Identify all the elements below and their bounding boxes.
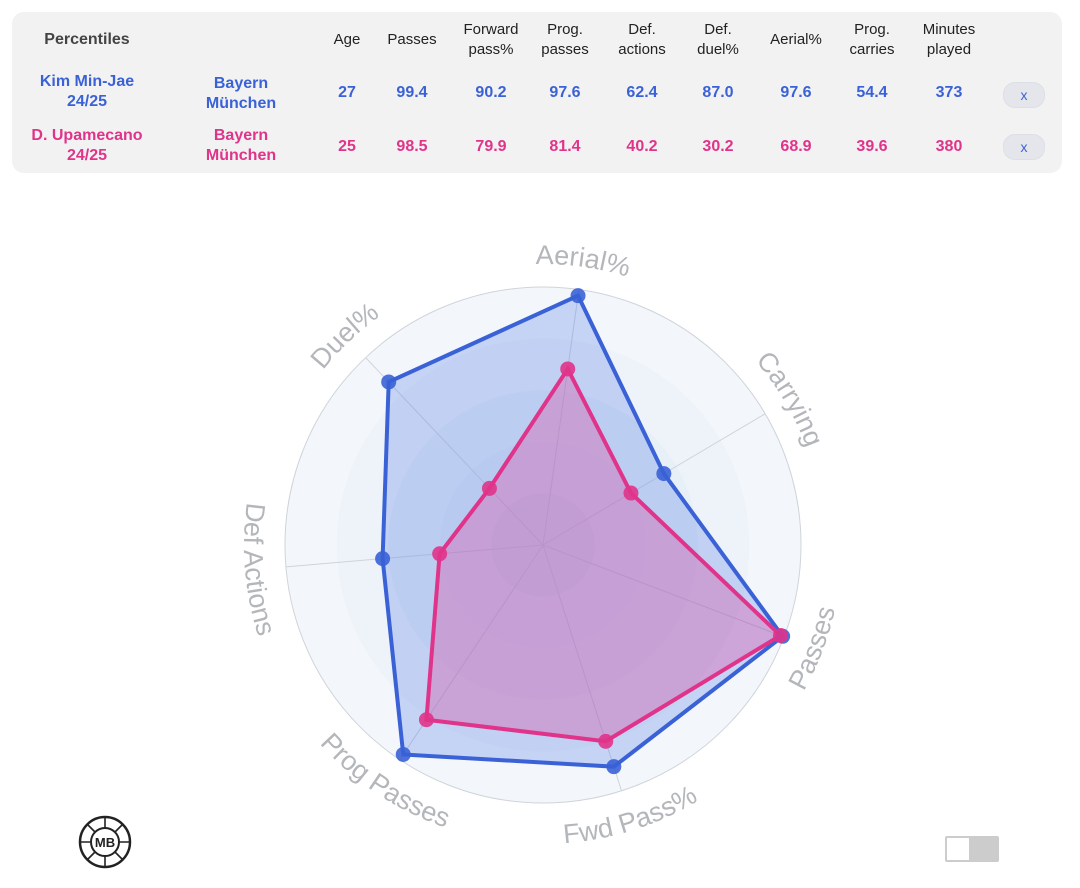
header-line: Minutes (922, 21, 976, 38)
series-area-2 (424, 364, 784, 744)
table-title: Percentiles (44, 31, 130, 48)
header-carries: Prog. carries (849, 20, 894, 60)
header-line: duel% (697, 41, 739, 58)
player-team-line: Bayern (213, 75, 269, 92)
series-2-point (560, 361, 576, 377)
remove-player-button[interactable]: x (1003, 82, 1045, 108)
series-2-point (418, 712, 434, 728)
player-team: Bayern München (206, 74, 276, 114)
series-2-point (772, 627, 788, 643)
player-team-line: München (205, 95, 277, 112)
header-line: Prog. (854, 21, 890, 38)
toggle-knob[interactable] (947, 838, 969, 860)
stat-cell: 68.9 (780, 138, 812, 155)
axis-label-text: Aerial% (536, 240, 634, 283)
header-line: Prog. (547, 21, 583, 38)
header-line: Aerial% (770, 31, 822, 48)
stat-cell: 97.6 (549, 84, 581, 101)
remove-player-button[interactable]: x (1003, 134, 1045, 160)
player-name: Kim Min-Jae 24/25 (40, 72, 134, 112)
header-prog: Prog. passes (541, 20, 589, 60)
percentile-table: Percentiles Age Passes Forward pass% Prog. pa… (12, 12, 1062, 173)
series-1-point (570, 288, 586, 304)
header-defduel: Def. duel% (697, 20, 739, 60)
stat-cell: 90.2 (475, 84, 507, 101)
stat-cell: 25 (338, 138, 356, 155)
theme-toggle[interactable] (945, 836, 999, 862)
stat-cell: 62.4 (626, 84, 658, 101)
series-area-1 (380, 293, 786, 769)
radar-spoke (285, 544, 544, 568)
stat-cell: 98.5 (396, 138, 428, 155)
series-2-point (598, 733, 614, 749)
player-team-line: Bayern (213, 127, 269, 144)
stat-cell: 380 (935, 138, 963, 155)
stat-cell: 30.2 (702, 138, 734, 155)
player-name-line: 24/25 (66, 93, 108, 110)
series-2-point (623, 485, 639, 501)
series-1-point (395, 746, 411, 762)
header-line: Def. (628, 21, 656, 38)
logo-text: MB (95, 835, 115, 850)
header-line: played (926, 41, 972, 58)
logo-icon: MB (78, 815, 132, 869)
header-line: Forward (463, 21, 519, 38)
radar-spoke (542, 544, 622, 791)
stat-cell: 79.9 (475, 138, 507, 155)
header-minutes: Minutes played (923, 20, 976, 60)
header-fwd: Forward pass% (463, 20, 518, 60)
header-age: Age (334, 30, 361, 50)
axis-label: Def Actions (238, 501, 282, 638)
stat-cell: 373 (935, 84, 963, 101)
player-name-line: 24/25 (66, 147, 108, 164)
header-line: carries (849, 41, 895, 58)
stat-cell: 97.6 (780, 84, 812, 101)
stat-cell: 81.4 (549, 138, 581, 155)
stat-cell: 54.4 (856, 84, 888, 101)
stat-cell: 99.4 (396, 84, 428, 101)
header-passes: Passes (387, 30, 436, 50)
series-1-point (381, 374, 397, 390)
header-line: actions (618, 41, 666, 58)
header-line: Def. (704, 21, 732, 38)
axis-label-text: Def Actions (238, 501, 282, 638)
radar-spoke (542, 289, 580, 546)
stat-cell: 40.2 (626, 138, 658, 155)
stat-cell: 87.0 (702, 84, 734, 101)
stat-cell: 27 (338, 84, 356, 101)
player-name-line: D. Upamecano (31, 127, 143, 144)
header-defact: Def. actions (618, 20, 666, 60)
series-1-point (656, 466, 672, 482)
series-2-point (432, 546, 448, 562)
radar-spoke (542, 544, 785, 638)
player-name: D. Upamecano 24/25 (31, 126, 142, 166)
header-line: Passes (387, 31, 437, 48)
series-2-point (481, 480, 497, 496)
header-aerial: Aerial% (770, 30, 822, 50)
radar-spoke (542, 413, 766, 546)
player-team: Bayern München (206, 126, 276, 166)
header-line: passes (541, 41, 589, 58)
radar-spoke (365, 357, 544, 546)
header-line: Age (333, 31, 361, 48)
player-team-line: München (205, 147, 277, 164)
series-1-point (606, 759, 622, 775)
axis-label: Aerial% (536, 240, 634, 283)
player-name-line: Kim Min-Jae (39, 73, 135, 90)
stat-cell: 39.6 (856, 138, 888, 155)
series-1-point (375, 551, 391, 567)
header-line: pass% (468, 41, 514, 58)
